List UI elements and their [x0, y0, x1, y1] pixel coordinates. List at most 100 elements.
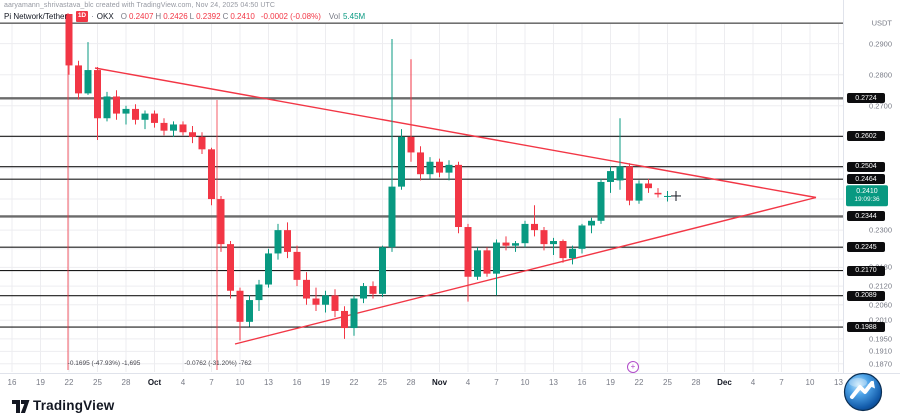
- candle: [369, 281, 377, 299]
- price-level-label: 0.2724: [847, 93, 885, 104]
- candle: [94, 66, 101, 140]
- candle: [75, 60, 82, 100]
- candle: [578, 223, 586, 254]
- price-axis-tick: 0.2120: [869, 281, 892, 291]
- time-axis-tick: 13: [264, 378, 273, 387]
- time-axis-tick: 28: [691, 378, 701, 387]
- symbol-info-bar: Pi Network/Tether · 1D · OKX O 0.2407 H 0.…: [4, 11, 365, 22]
- candle: [265, 248, 272, 288]
- symbol-name[interactable]: Pi Network/Tether: [4, 12, 68, 21]
- price-change: -0.0002 (-0.08%): [260, 12, 321, 21]
- time-axis-tick: 7: [779, 378, 784, 387]
- candle: [626, 163, 633, 206]
- candle: [160, 118, 168, 136]
- candle: [426, 157, 434, 179]
- candles-layer: [65, 14, 671, 341]
- measure-annotation-1[interactable]: -0.1695 (-47.93%) -1,695: [67, 360, 141, 367]
- time-axis[interactable]: 16 19 22 25 28 Oct 4 7 10 13 16 19 22 25 28 Nov 4 7 10 13 16…: [0, 373, 900, 393]
- candle: [208, 147, 215, 206]
- trendline-descending-resistance: [94, 67, 817, 199]
- candle: [113, 90, 120, 120]
- candle: [198, 132, 206, 154]
- candle: [664, 190, 671, 202]
- time-axis-tick: 25: [93, 378, 102, 387]
- time-axis-tick: 4: [465, 378, 471, 387]
- candle: [322, 290, 329, 313]
- candle: [132, 104, 139, 125]
- candle: [284, 222, 291, 259]
- brand-orb-logo-icon[interactable]: [843, 372, 883, 412]
- candle: [597, 178, 605, 224]
- time-axis-tick: 28: [121, 378, 131, 387]
- time-axis-tick: 7: [494, 378, 499, 387]
- price-level-label: 0.1988: [847, 322, 885, 333]
- candle: [483, 247, 491, 277]
- time-axis-tick: Dec: [717, 378, 732, 387]
- candle: [65, 14, 73, 75]
- ohlc-readout: O 0.2407 H 0.2426 L 0.2392 C 0.2410: [121, 12, 255, 21]
- time-axis-tick: 16: [7, 378, 17, 387]
- close-value: 0.2410: [230, 12, 255, 21]
- price-axis-tick: 0.1910: [869, 346, 892, 356]
- candle: [303, 272, 310, 305]
- volume-label: Vol: [328, 12, 340, 21]
- candle: [540, 227, 548, 251]
- candle: [84, 42, 92, 95]
- tradingview-brand-text[interactable]: TradingView: [33, 398, 115, 413]
- measure-lines-layer: [67, 13, 218, 370]
- candle: [388, 38, 396, 252]
- measure-annotation-2[interactable]: -0.0762 (-31.20%) -762: [184, 360, 252, 367]
- open-value: 0.2407: [128, 12, 154, 21]
- low-value: 0.2392: [196, 12, 221, 21]
- candle: [436, 158, 443, 178]
- candle: [464, 223, 472, 302]
- candle: [398, 129, 405, 190]
- candle: [189, 126, 196, 144]
- candle: [607, 166, 614, 193]
- time-axis-tick: 28: [406, 378, 416, 387]
- time-axis-tick: 7: [209, 378, 214, 387]
- candle: [312, 287, 320, 311]
- price-level-label: 0.2464: [847, 174, 885, 185]
- candle: [246, 295, 253, 327]
- time-axis-tick: 13: [549, 378, 558, 387]
- time-axis-tick: Nov: [431, 378, 448, 387]
- price-level-label: 0.2504: [847, 161, 885, 172]
- interval-badge[interactable]: 1D: [75, 11, 89, 22]
- candle: [227, 241, 234, 299]
- candle: [569, 245, 576, 265]
- time-axis-tick: 22: [349, 378, 359, 387]
- candle: [170, 121, 177, 137]
- time-axis-tick: 16: [577, 378, 587, 387]
- triangle-trendlines-layer: [94, 67, 817, 345]
- alert-plus-icon[interactable]: +: [627, 361, 639, 373]
- price-axis-tick: 0.1950: [869, 334, 892, 344]
- candle: [360, 282, 367, 304]
- volume-value: 5.45M: [342, 12, 366, 21]
- time-axis-tick: Oct: [147, 378, 162, 387]
- price-level-label: 0.2170: [847, 265, 885, 276]
- footer-bar: TradingView: [0, 392, 900, 420]
- candle: [445, 160, 453, 181]
- candle: [293, 245, 301, 287]
- price-axis[interactable]: USDT0.29000.28000.27000.23000.21800.2120…: [843, 0, 900, 373]
- candle: [407, 59, 415, 162]
- candle: [512, 241, 519, 252]
- time-axis-tick: 25: [378, 378, 387, 387]
- time-axis-tick: 10: [235, 378, 245, 387]
- price-level-label: 0.2245: [847, 242, 885, 253]
- price-axis-tick: 0.2300: [869, 225, 892, 235]
- candle: [474, 247, 481, 280]
- candle: [331, 289, 339, 318]
- candle: [550, 237, 557, 255]
- current-price-value: 0.2410: [856, 188, 878, 196]
- candle: [654, 188, 662, 198]
- current-price-label: 0.2410 19:09:36: [846, 185, 888, 207]
- candle: [141, 110, 149, 130]
- candle: [379, 245, 386, 297]
- exchange-name: OKX: [96, 12, 114, 21]
- tradingview-logo-icon[interactable]: [10, 398, 32, 415]
- price-axis-currency: USDT: [871, 18, 892, 28]
- candle: [455, 161, 462, 234]
